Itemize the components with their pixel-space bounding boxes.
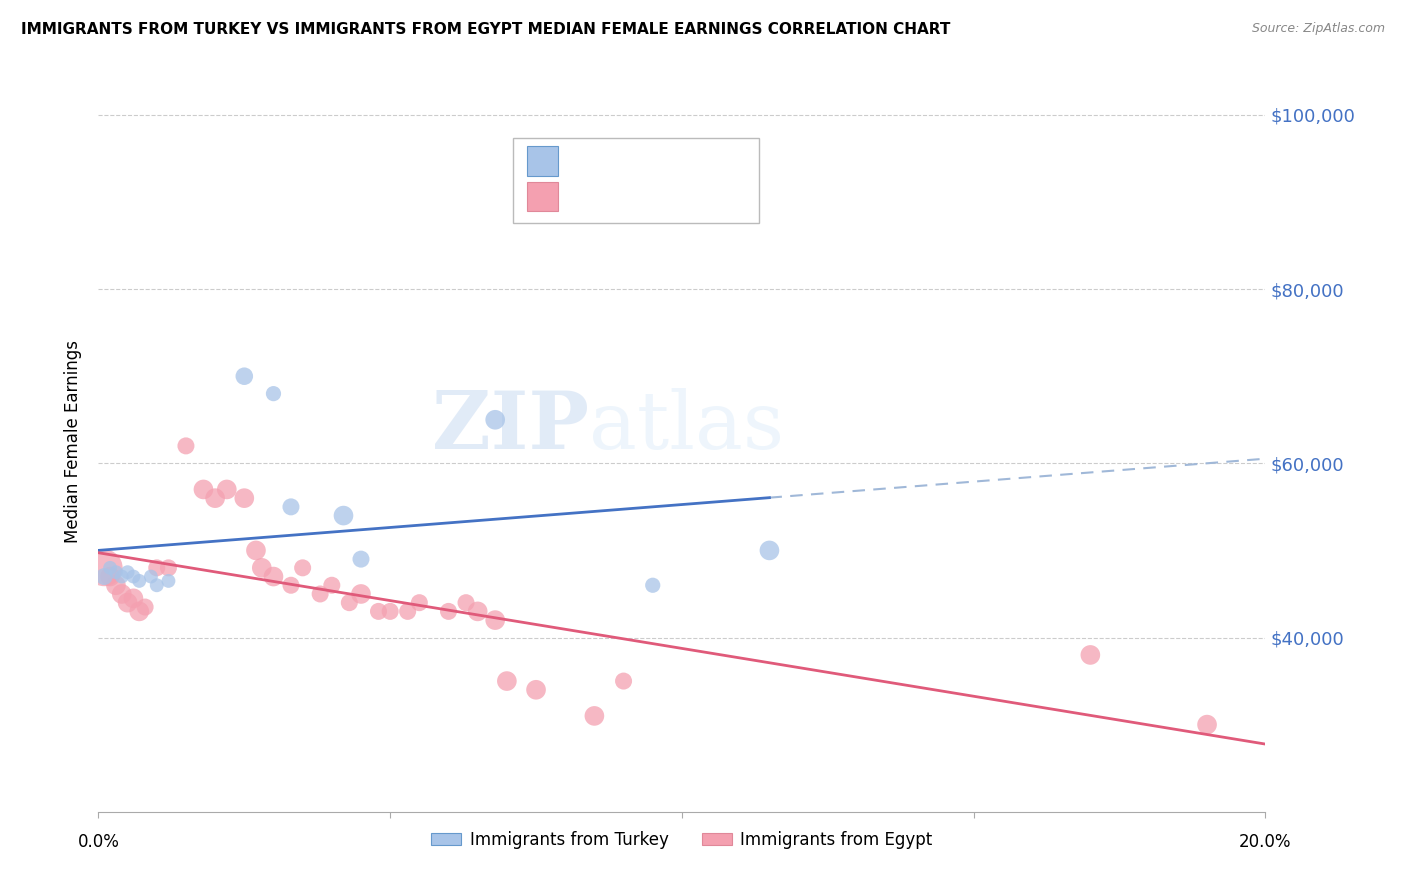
- Legend: Immigrants from Turkey, Immigrants from Egypt: Immigrants from Turkey, Immigrants from …: [425, 824, 939, 855]
- Point: [146, 578, 169, 592]
- Point: [122, 591, 145, 606]
- Text: 0.0%: 0.0%: [77, 833, 120, 852]
- Point: [250, 561, 273, 575]
- Point: [291, 561, 314, 575]
- Point: [215, 483, 238, 497]
- Point: [128, 604, 150, 618]
- Text: N =: N =: [651, 152, 699, 169]
- Text: -0.411: -0.411: [600, 187, 659, 205]
- Point: [98, 569, 121, 583]
- Point: [524, 682, 547, 697]
- Point: [128, 574, 150, 588]
- Point: [467, 604, 489, 618]
- Point: [245, 543, 267, 558]
- Point: [337, 596, 360, 610]
- Point: [117, 596, 139, 610]
- Point: [1080, 648, 1102, 662]
- Point: [1195, 717, 1218, 731]
- Point: [117, 565, 139, 579]
- Point: [612, 674, 634, 689]
- Point: [262, 569, 284, 583]
- Point: [484, 613, 506, 627]
- Point: [280, 500, 302, 514]
- Text: IMMIGRANTS FROM TURKEY VS IMMIGRANTS FROM EGYPT MEDIAN FEMALE EARNINGS CORRELATI: IMMIGRANTS FROM TURKEY VS IMMIGRANTS FRO…: [21, 22, 950, 37]
- Text: 0.197: 0.197: [600, 152, 652, 169]
- Point: [454, 596, 477, 610]
- Point: [204, 491, 226, 505]
- Point: [484, 413, 506, 427]
- Point: [380, 604, 402, 618]
- Point: [146, 561, 169, 575]
- Text: 18: 18: [692, 152, 714, 169]
- Point: [280, 578, 302, 592]
- Point: [111, 587, 134, 601]
- Point: [233, 369, 256, 384]
- Text: 20.0%: 20.0%: [1239, 833, 1292, 852]
- Text: R =: R =: [569, 152, 606, 169]
- Point: [350, 587, 373, 601]
- Point: [139, 569, 162, 583]
- Point: [93, 569, 115, 583]
- Point: [193, 483, 215, 497]
- Point: [174, 439, 197, 453]
- Text: ZIP: ZIP: [432, 388, 589, 466]
- Point: [641, 578, 664, 592]
- Point: [583, 709, 606, 723]
- Text: atlas: atlas: [589, 388, 783, 466]
- Point: [321, 578, 343, 592]
- Point: [134, 600, 156, 615]
- Text: N =: N =: [651, 187, 699, 205]
- Point: [437, 604, 460, 618]
- Point: [93, 561, 115, 575]
- Point: [157, 561, 180, 575]
- Point: [332, 508, 354, 523]
- Y-axis label: Median Female Earnings: Median Female Earnings: [65, 340, 83, 543]
- Point: [350, 552, 373, 566]
- Point: [157, 574, 180, 588]
- Point: [367, 604, 389, 618]
- Point: [262, 386, 284, 401]
- Point: [233, 491, 256, 505]
- Point: [98, 561, 121, 575]
- Text: R =: R =: [569, 187, 606, 205]
- Point: [496, 674, 519, 689]
- Point: [758, 543, 780, 558]
- Point: [309, 587, 332, 601]
- Point: [122, 569, 145, 583]
- Point: [396, 604, 419, 618]
- Point: [104, 578, 127, 592]
- Point: [408, 596, 430, 610]
- Text: Source: ZipAtlas.com: Source: ZipAtlas.com: [1251, 22, 1385, 36]
- Point: [111, 569, 134, 583]
- Point: [104, 565, 127, 579]
- Text: 38: 38: [692, 187, 714, 205]
